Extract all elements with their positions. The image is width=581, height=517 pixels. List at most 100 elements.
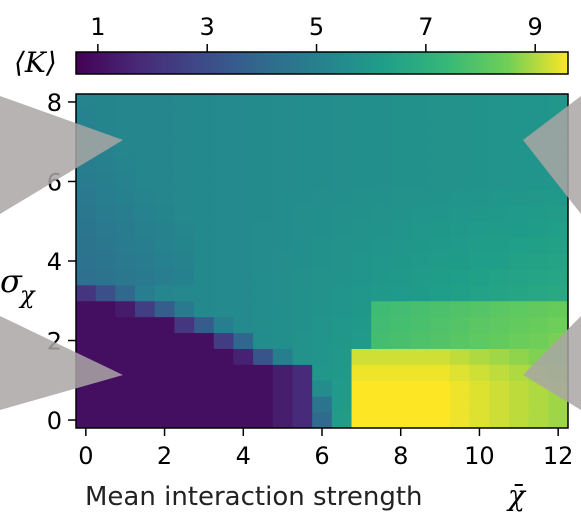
- heatmap-cell: [430, 348, 451, 365]
- heatmap-cell: [253, 348, 274, 365]
- heatmap-cell: [135, 300, 156, 318]
- heatmap-cell: [430, 316, 451, 334]
- x-tick-label: 6: [314, 442, 329, 470]
- heatmap-cell: [390, 380, 412, 397]
- heatmap-cell: [469, 109, 490, 127]
- heatmap-cell: [371, 300, 392, 318]
- heatmap-cell: [351, 396, 372, 413]
- heatmap-cell: [430, 396, 451, 413]
- heatmap-cell: [489, 253, 510, 270]
- heatmap-cell: [174, 237, 195, 254]
- heatmap-cell: [390, 332, 412, 349]
- heatmap-cell: [174, 221, 195, 238]
- heatmap-cell: [371, 94, 392, 111]
- heatmap-cell: [548, 396, 569, 413]
- heatmap-cell: [154, 125, 175, 143]
- heatmap-cell: [213, 348, 234, 365]
- heatmap-cell: [508, 332, 530, 349]
- left-upper-arrow: [0, 96, 123, 214]
- heatmap-cell: [371, 141, 392, 159]
- heatmap-cell: [410, 221, 431, 238]
- heatmap-cell: [449, 332, 471, 349]
- heatmap-cell: [233, 300, 254, 318]
- heatmap-cell: [469, 141, 490, 159]
- heatmap-cell: [253, 109, 274, 127]
- heatmap-cell: [115, 332, 136, 349]
- heatmap-cell: [115, 94, 136, 111]
- heatmap-cell: [312, 316, 333, 334]
- heatmap-cell: [213, 189, 234, 206]
- heatmap-cell: [528, 316, 549, 334]
- heatmap-cell: [410, 332, 431, 349]
- heatmap-cell: [469, 332, 490, 349]
- heatmap-cell: [508, 141, 530, 159]
- heatmap-cell: [449, 141, 471, 159]
- heatmap-cell: [449, 157, 471, 175]
- heatmap-cell: [351, 109, 372, 127]
- heatmap-cell: [95, 396, 116, 413]
- heatmap-cell: [548, 284, 569, 302]
- x-axis-ticks: 0 2 4 6 8 10 12: [78, 428, 573, 470]
- heatmap-cell: [115, 348, 136, 365]
- heatmap-cell: [508, 253, 530, 270]
- heatmap-cell: [115, 364, 136, 381]
- heatmap-cell: [292, 173, 313, 190]
- heatmap-cell: [390, 364, 412, 381]
- heatmap-cell: [449, 316, 471, 334]
- heatmap-cell: [233, 189, 254, 206]
- heatmap-cell: [194, 380, 215, 397]
- heatmap-cell: [390, 94, 412, 111]
- heatmap-cell: [76, 109, 97, 127]
- heatmap-cell: [272, 253, 293, 270]
- heatmap-cell: [194, 364, 215, 381]
- heatmap-cell: [331, 94, 353, 111]
- heatmap-cell: [253, 173, 274, 190]
- heatmap-cell: [548, 412, 569, 429]
- left-lower-arrow: [0, 316, 123, 410]
- colorbar-tick-label: 9: [528, 13, 543, 41]
- heatmap-cell: [548, 237, 569, 254]
- heatmap-cell: [312, 109, 333, 127]
- heatmap-cell: [76, 221, 97, 238]
- heatmap-cell: [371, 205, 392, 222]
- heatmap-cell: [508, 205, 530, 222]
- heatmap-cell: [489, 125, 510, 143]
- heatmap-cell: [430, 157, 451, 175]
- heatmap-cell: [508, 237, 530, 254]
- heatmap-cell: [351, 237, 372, 254]
- heatmap-cell: [449, 237, 471, 254]
- heatmap-cell: [351, 221, 372, 238]
- heatmap-cell: [469, 268, 490, 286]
- heatmap-cell: [371, 109, 392, 127]
- heatmap-cell: [508, 189, 530, 206]
- heatmap-cell: [174, 412, 195, 429]
- heatmap-cell: [95, 268, 116, 286]
- heatmap-cell: [213, 268, 234, 286]
- heatmap-cell: [194, 316, 215, 334]
- heatmap-cell: [469, 173, 490, 190]
- heatmap-cell: [76, 205, 97, 222]
- heatmap-cell: [253, 94, 274, 111]
- heatmap-cell: [76, 396, 97, 413]
- heatmap-cell: [95, 173, 116, 190]
- heatmap-cell: [410, 109, 431, 127]
- heatmap-cell: [154, 109, 175, 127]
- heatmap-cell: [449, 221, 471, 238]
- heatmap-cell: [194, 205, 215, 222]
- heatmap-cell: [174, 284, 195, 302]
- heatmap-cell: [410, 189, 431, 206]
- heatmap-cell: [430, 284, 451, 302]
- heatmap-cell: [312, 141, 333, 159]
- heatmap-cell: [272, 109, 293, 127]
- heatmap-cell: [351, 253, 372, 270]
- heatmap-cell: [154, 189, 175, 206]
- heatmap-cell: [194, 237, 215, 254]
- heatmap-cell: [135, 316, 156, 334]
- heatmap-cell: [528, 284, 549, 302]
- heatmap-cell: [508, 316, 530, 334]
- heatmap-cell: [351, 348, 372, 365]
- heatmap-cell: [469, 396, 490, 413]
- heatmap-cell: [548, 189, 569, 206]
- heatmap-cell: [390, 284, 412, 302]
- heatmap-cell: [489, 173, 510, 190]
